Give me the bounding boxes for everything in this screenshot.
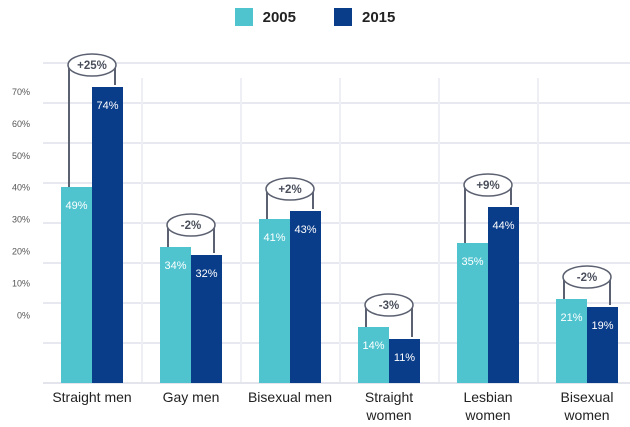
legend-label-2015: 2015 [362,8,396,26]
legend-swatch-2015 [334,8,352,26]
change-bubble [562,265,612,289]
change-label: +2% [278,184,301,196]
x-tick-label: women [563,407,609,423]
x-tick-label: Straight men [52,389,131,405]
bar-value-label: 43% [294,224,316,236]
bar-2005 [556,299,587,383]
x-tick-label: Bisexual [561,389,614,405]
change-label: +25% [77,60,107,72]
x-tick-label: Straight [365,389,413,405]
bar-value-label: 11% [394,352,415,364]
bar-value-label: 14% [362,340,384,352]
bar-2015 [587,307,618,383]
change-bubble [265,177,315,201]
bar-2015 [191,255,222,383]
y-tick-label: 20% [12,247,30,257]
legend-item-2005: 2005 [234,8,296,26]
x-tick-label: Lesbian [463,389,512,405]
change-bubble [364,293,414,317]
x-tick-label: women [464,407,510,423]
bar-2015 [488,207,519,383]
legend-item-2015: 2015 [334,8,395,26]
bar-value-label: 19% [591,320,613,332]
y-tick-label: 10% [12,278,30,288]
bar-2005 [61,187,92,383]
bar-2005 [457,243,488,383]
bar-value-label: 49% [65,200,87,212]
bar-value-label: 34% [164,260,186,272]
x-tick-label: Gay men [163,389,220,405]
bar-2015 [290,211,321,383]
bar-value-label: 44% [492,220,514,232]
bar-value-label: 32% [195,268,217,280]
change-label: -3% [379,300,399,312]
bar-2005 [358,327,389,383]
y-tick-label: 70% [12,87,30,97]
bar-value-label: 21% [560,312,582,324]
change-bubble [463,173,513,197]
x-tick-label: women [365,407,411,423]
bar-2005 [160,247,191,383]
legend: 2005 2015 [0,8,630,26]
bar-2015 [389,339,420,383]
bar-value-label: 35% [461,256,483,268]
y-tick-label: 50% [12,151,30,161]
bar-value-label: 74% [96,100,118,112]
x-tick-label: Bisexual men [248,389,332,405]
bar-value-label: 41% [263,232,285,244]
change-bubble [67,53,117,77]
change-label: -2% [181,220,201,232]
y-tick-label: 30% [12,215,30,225]
bar-2015 [92,87,123,383]
change-label: -2% [577,272,597,284]
legend-swatch-2005 [234,8,253,26]
y-tick-label: 0% [17,310,30,320]
bar-2005 [259,219,290,383]
change-bubble [166,213,216,237]
y-tick-label: 40% [12,183,30,193]
y-tick-label: 60% [12,119,30,129]
change-label: +9% [476,180,499,192]
legend-label-2005: 2005 [262,8,296,26]
